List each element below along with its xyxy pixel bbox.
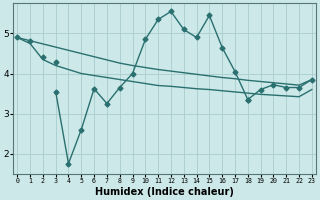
X-axis label: Humidex (Indice chaleur): Humidex (Indice chaleur) bbox=[95, 187, 234, 197]
